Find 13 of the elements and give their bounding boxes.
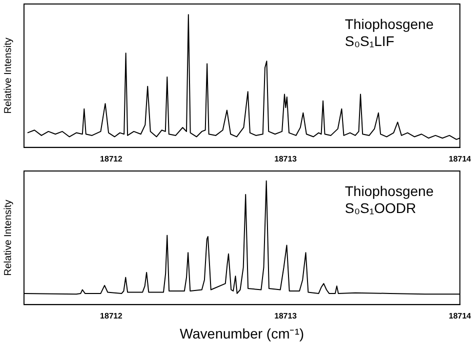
annotation: Thiophosgene	[344, 16, 434, 32]
y-axis-title: Relative Intensity	[2, 38, 14, 114]
y-axis-title: Relative Intensity	[2, 200, 14, 276]
x-tick-label: 18714	[448, 312, 472, 321]
x-tick-label: 18713	[274, 312, 298, 321]
annotation: Thiophosgene	[344, 182, 434, 199]
x-axis-title: Wavenumber (cm⁻¹)	[180, 325, 304, 342]
x-tick-label: 18712	[100, 312, 123, 321]
annotation: S₀S₁OODR	[344, 200, 416, 216]
x-tick-label: 18712	[100, 154, 123, 164]
x-tick-label: 18714	[448, 154, 472, 164]
annotation: S₀S₁LIF	[344, 32, 394, 49]
x-tick-label: 18713	[274, 154, 298, 164]
